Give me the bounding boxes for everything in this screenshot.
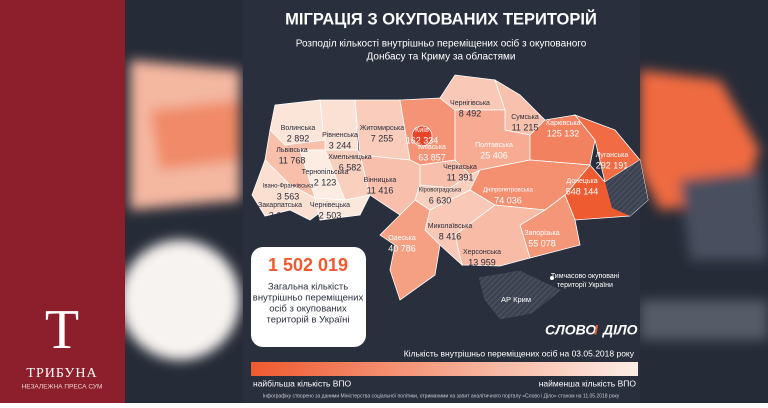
region-name: Дніпропетровська xyxy=(483,188,533,194)
region-value: 2 503 xyxy=(319,210,342,220)
logo-panel xyxy=(0,0,125,403)
brand: ДІЛО xyxy=(602,322,638,338)
region-name: Житомирська xyxy=(360,125,404,132)
region xyxy=(454,204,547,267)
region-name: Закарпатська xyxy=(258,202,302,209)
region-value: 63 857 xyxy=(418,152,446,162)
region-name: Херсонська xyxy=(463,249,501,256)
region xyxy=(411,125,433,147)
occupied-crimea xyxy=(477,269,563,321)
region-value: 6 630 xyxy=(429,195,452,205)
occupied-legend: території України xyxy=(557,281,613,289)
region-value: 11 215 xyxy=(512,122,539,132)
logo-name: ТРИБУНА xyxy=(26,366,97,381)
region-name: Київська xyxy=(418,144,446,151)
legend-caption: Кількість внутрішньо переміщених осіб на… xyxy=(404,348,635,358)
region-value: 7 255 xyxy=(371,133,394,143)
region xyxy=(299,149,346,201)
region-value: 25 406 xyxy=(480,150,508,160)
subtitle: Розподіл кількості внутрішньо переміщени… xyxy=(296,38,587,50)
region-value: 3 606 xyxy=(269,210,292,220)
region-value: 292 191 xyxy=(596,160,629,170)
blurred-backdrop xyxy=(120,60,768,360)
region-value: 74 036 xyxy=(494,195,522,205)
region-name: Полтавська xyxy=(475,142,513,149)
total-text: внутрішньо переміщених xyxy=(253,293,364,304)
legend-dot xyxy=(550,276,554,280)
region-value: 13 959 xyxy=(468,257,496,267)
region-value: 2 123 xyxy=(314,177,337,187)
region-name: Івано-Франківська xyxy=(263,184,314,190)
region-name: Луганська xyxy=(596,152,629,159)
brand: СЛОВО xyxy=(545,322,596,338)
logo-tagline: НЕЗАЛЕЖНА ПРЕСА СУМ xyxy=(22,384,103,391)
legend-gradient xyxy=(251,362,638,376)
region-name: Тернопільська xyxy=(302,168,349,176)
region-value: 3 244 xyxy=(329,140,352,150)
region-value: 162 334 xyxy=(406,135,439,145)
region-name: Запорізька xyxy=(524,229,559,237)
region-name: Миколаївська xyxy=(428,223,473,230)
region-name: Хмельницька xyxy=(328,154,372,161)
total-value: 1 502 019 xyxy=(268,255,348,275)
crimea-label: АР Крим xyxy=(501,295,531,304)
region-value: 8 416 xyxy=(439,231,462,241)
region-name: Черкаська xyxy=(443,164,477,171)
total-box xyxy=(251,247,366,347)
region xyxy=(379,199,441,301)
total-text: територій в Україні xyxy=(267,315,350,326)
region-value: 8 492 xyxy=(459,108,482,118)
region-name: Сумська xyxy=(511,114,539,121)
region-name: Чернівецька xyxy=(310,201,350,209)
region-name: Вінницька xyxy=(364,176,397,184)
region-value: 3 563 xyxy=(277,191,300,201)
total-text: Загальна кількість xyxy=(268,282,348,293)
region-name: Кіровоградська xyxy=(419,188,462,194)
region xyxy=(314,194,371,221)
brand: І xyxy=(594,322,599,338)
footnote: Інфографіку створено за даними Міністерс… xyxy=(263,393,620,399)
region-name: Чернігівська xyxy=(450,99,490,107)
region xyxy=(251,159,291,217)
region-value: 6 582 xyxy=(339,162,362,172)
region-name: Київ xyxy=(415,127,429,134)
occupied-donbas xyxy=(605,160,648,216)
region-value: 11 391 xyxy=(447,172,474,182)
region-name: Волинська xyxy=(281,125,316,132)
region-value: 548 144 xyxy=(566,186,599,196)
region-value: 2 892 xyxy=(287,133,310,143)
region-value: 55 078 xyxy=(528,238,556,248)
region-name: Донецька xyxy=(566,178,597,185)
legend-low: найменша кількість ВПО xyxy=(539,378,637,388)
region-name: Рівненська xyxy=(322,131,358,139)
region-name: Львівська xyxy=(276,146,308,154)
region-value: 125 132 xyxy=(547,128,580,138)
region-value: 40 786 xyxy=(388,243,416,253)
region-name: Одеська xyxy=(388,235,416,242)
occupied-legend: Тимчасово окуповані xyxy=(551,272,620,280)
region-name: Харківська xyxy=(546,119,581,127)
total-text: осіб з окупованих xyxy=(269,304,347,315)
legend-high: найбільша кількість ВПО xyxy=(253,378,352,388)
subtitle: Донбасу та Криму за областями xyxy=(367,51,516,63)
title: МІГРАЦІЯ З ОКУПОВАНИХ ТЕРИТОРІЙ xyxy=(285,9,597,28)
region-value: 11 768 xyxy=(279,155,306,165)
region-value: 11 416 xyxy=(367,185,394,195)
logo-letter: Т xyxy=(45,299,79,361)
